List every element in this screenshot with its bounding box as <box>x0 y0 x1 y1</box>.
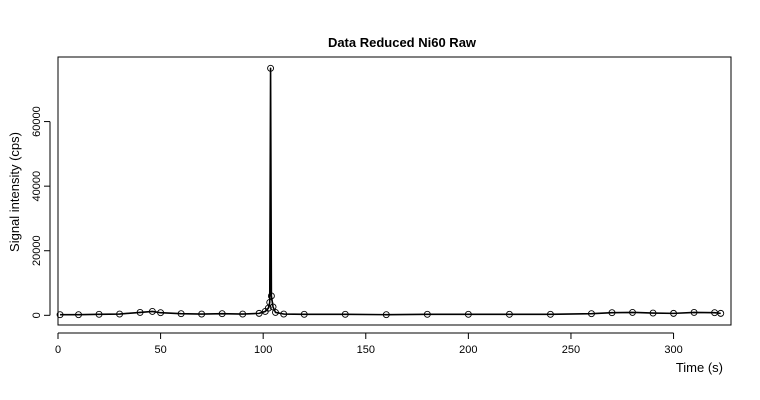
x-tick-label: 0 <box>55 344 61 356</box>
data-point <box>239 310 247 318</box>
data-point <box>267 64 275 72</box>
plot-area <box>57 56 732 326</box>
data-point <box>272 308 279 316</box>
x-tick-label: 300 <box>664 344 682 356</box>
y-tick-label: 0 <box>31 312 43 318</box>
data-point <box>255 309 263 317</box>
series-line <box>60 67 721 316</box>
data-point <box>218 310 226 318</box>
data-point <box>269 303 277 311</box>
y-axis-label: Signal intensity (cps) <box>7 132 22 252</box>
x-tick-label: 150 <box>357 344 375 356</box>
data-point <box>198 310 206 318</box>
data-point <box>382 311 390 319</box>
data-point <box>608 309 616 317</box>
data-point <box>266 298 274 306</box>
data-point <box>505 310 513 318</box>
x-tick-label: 250 <box>562 344 580 356</box>
chart-title: Data Reduced Ni60 Raw <box>328 35 477 50</box>
data-point <box>670 309 677 317</box>
data-point <box>280 310 288 318</box>
data-point <box>300 310 308 318</box>
data-point <box>177 310 185 318</box>
data-point <box>157 309 165 317</box>
data-point <box>464 310 472 318</box>
data-point <box>629 308 636 316</box>
y-axis: 0 20000 40000 60000 <box>31 106 51 318</box>
data-point <box>95 310 103 318</box>
data-point <box>690 308 698 316</box>
x-tick-label: 100 <box>254 344 272 356</box>
y-tick-label: 40000 <box>31 171 43 202</box>
series-layer <box>56 64 725 319</box>
data-point <box>148 307 156 315</box>
x-axis-label: Time (s) <box>676 360 723 375</box>
data-point <box>267 292 275 300</box>
data-point <box>588 310 595 318</box>
data-point <box>75 311 82 319</box>
data-point <box>56 311 64 319</box>
x-tick-label: 200 <box>459 344 477 356</box>
data-point <box>341 310 349 318</box>
data-point <box>717 309 725 317</box>
data-point <box>649 309 657 317</box>
x-axis: 0 50 100 150 200 250 300 <box>55 332 683 356</box>
y-tick-label: 20000 <box>31 235 43 266</box>
data-point <box>116 310 124 318</box>
data-point <box>423 310 431 318</box>
x-tick-label: 50 <box>154 344 166 356</box>
data-point <box>546 310 554 318</box>
data-point <box>136 308 144 316</box>
y-tick-label: 60000 <box>31 106 43 137</box>
